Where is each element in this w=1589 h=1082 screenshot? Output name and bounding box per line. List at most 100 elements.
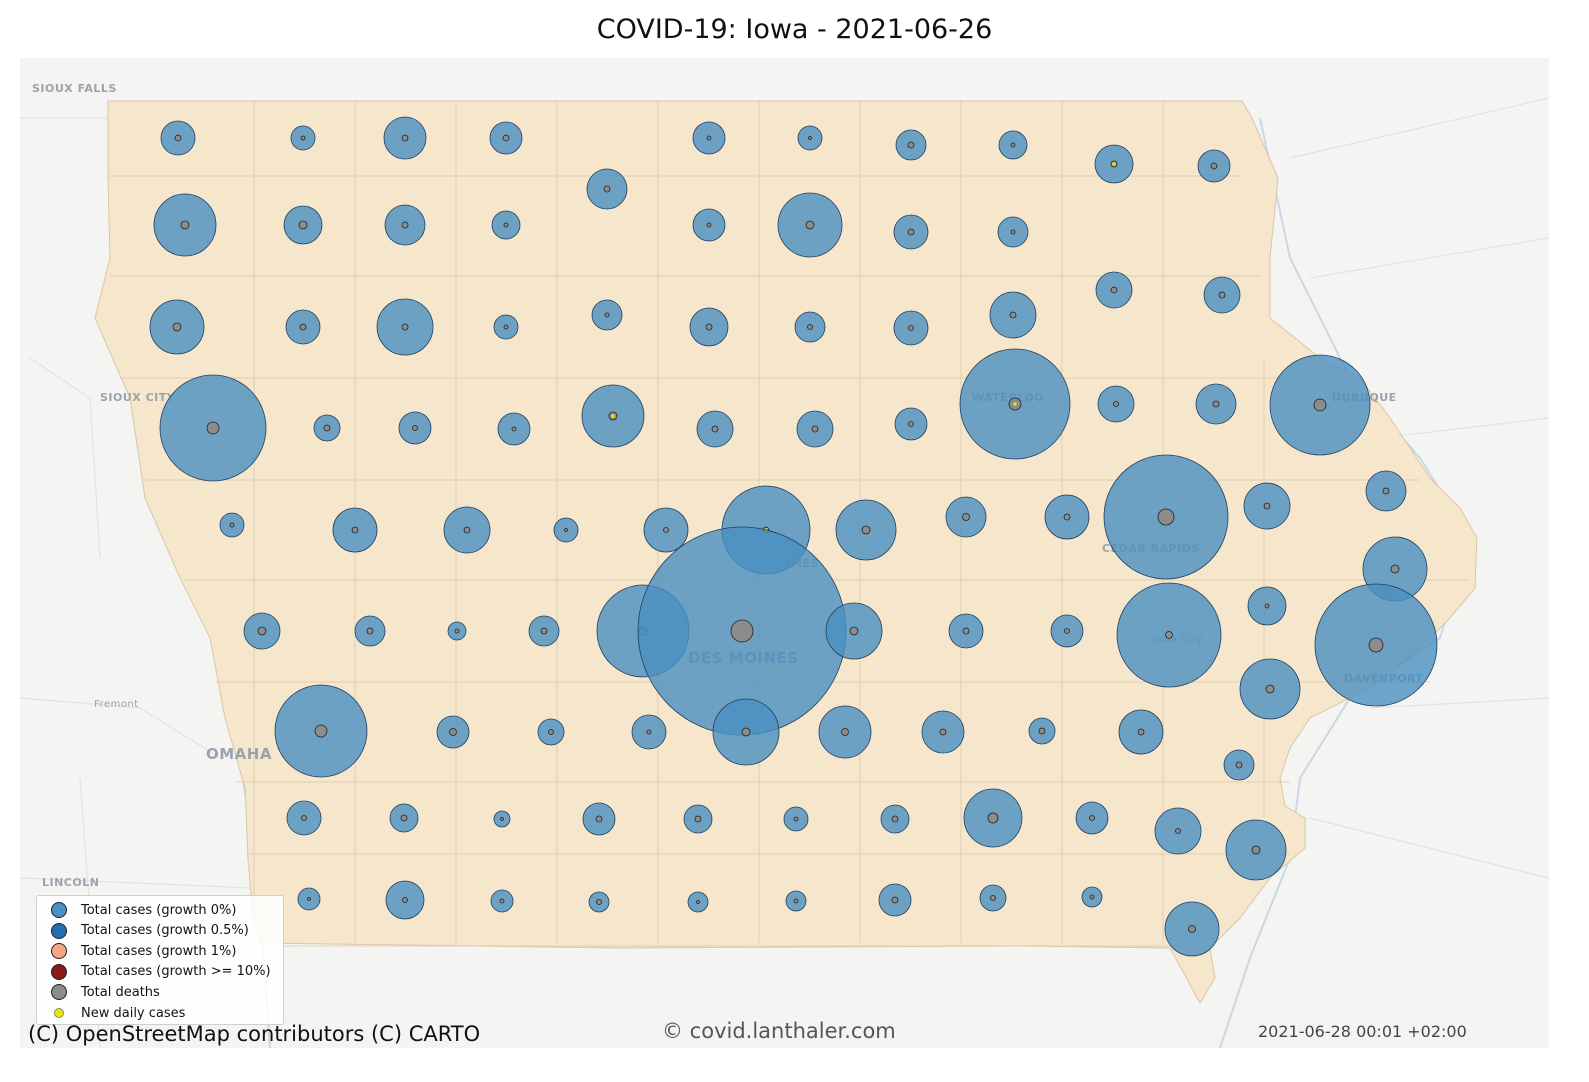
legend-item: Total cases (growth 1%)	[47, 941, 236, 961]
deaths-marker	[907, 141, 915, 149]
deaths-marker	[1038, 727, 1046, 735]
deaths-marker	[1089, 894, 1095, 900]
deaths-marker	[1165, 631, 1173, 639]
deaths-marker	[564, 528, 568, 532]
deaths-marker	[402, 897, 408, 903]
deaths-marker	[1212, 400, 1220, 408]
deaths-marker	[861, 525, 871, 535]
legend-label: New daily cases	[81, 1005, 186, 1021]
deaths-marker	[987, 812, 999, 824]
deaths-marker	[257, 626, 267, 636]
deaths-marker	[807, 324, 813, 330]
legend-item: New daily cases	[47, 1003, 185, 1023]
legend-label: Total cases (growth >= 10%)	[81, 964, 271, 980]
city-label: OMAHA	[206, 745, 272, 763]
deaths-marker	[1188, 925, 1196, 933]
deaths-marker	[401, 134, 409, 142]
deaths-marker	[323, 424, 331, 432]
deaths-marker	[1368, 637, 1384, 653]
deaths-marker	[548, 729, 554, 735]
deaths-marker	[891, 896, 899, 904]
deaths-marker	[1313, 398, 1327, 412]
deaths-marker	[1009, 311, 1017, 319]
legend-label: Total cases (growth 0%)	[81, 902, 237, 918]
legend-swatch	[51, 902, 67, 918]
deaths-marker	[301, 815, 307, 821]
legend-swatch	[51, 963, 67, 980]
deaths-marker	[805, 220, 815, 230]
deaths-marker	[741, 727, 751, 737]
deaths-marker	[841, 728, 849, 736]
deaths-marker	[663, 527, 669, 533]
deaths-marker	[1010, 229, 1016, 235]
deaths-marker	[1064, 628, 1070, 634]
deaths-marker	[174, 134, 182, 142]
deaths-marker	[1210, 162, 1218, 170]
deaths-marker	[706, 135, 712, 141]
deaths-marker	[696, 900, 700, 904]
generated-timestamp: 2021-06-28 00:01 +02:00	[1258, 1022, 1467, 1041]
deaths-marker	[730, 619, 754, 643]
deaths-marker	[1264, 603, 1270, 609]
deaths-marker	[705, 323, 713, 331]
legend-label: Total cases (growth 0.5%)	[81, 923, 249, 939]
legend-item: Total cases (growth 0.5%)	[47, 921, 249, 941]
deaths-marker	[711, 425, 719, 433]
deaths-marker	[990, 895, 996, 901]
deaths-marker	[891, 815, 899, 823]
city-label: LINCOLN	[42, 876, 99, 889]
deaths-marker	[172, 322, 182, 332]
deaths-marker	[503, 222, 509, 228]
deaths-marker	[1089, 815, 1095, 821]
deaths-marker	[1137, 728, 1145, 736]
legend-item: Total cases (growth 0%)	[47, 900, 236, 920]
legend-swatch	[51, 943, 67, 960]
deaths-marker	[299, 323, 307, 331]
map-attribution: (C) OpenStreetMap contributors (C) CARTO	[28, 1022, 481, 1046]
new-cases-marker	[1112, 162, 1116, 166]
deaths-marker	[511, 426, 517, 432]
deaths-marker	[908, 325, 914, 331]
deaths-marker	[1113, 401, 1119, 407]
deaths-marker	[604, 312, 610, 318]
deaths-marker	[1063, 513, 1071, 521]
site-watermark: © covid.lanthaler.com	[662, 1019, 896, 1043]
deaths-marker	[793, 816, 799, 822]
legend-swatch	[54, 1008, 64, 1018]
deaths-marker	[400, 814, 408, 822]
deaths-marker	[1265, 684, 1275, 694]
deaths-marker	[646, 729, 652, 735]
deaths-marker	[229, 522, 235, 528]
city-label: Fremont	[94, 699, 139, 710]
city-label: SIOUX CITY	[100, 391, 176, 404]
deaths-marker	[1382, 487, 1390, 495]
legend-label: Total cases (growth 1%)	[81, 943, 237, 959]
deaths-marker	[1235, 761, 1243, 769]
deaths-marker	[596, 899, 602, 905]
deaths-marker	[1251, 845, 1261, 855]
deaths-marker	[300, 135, 306, 141]
deaths-marker	[307, 897, 311, 901]
deaths-marker	[1010, 142, 1016, 148]
map-title: COVID-19: Iowa - 2021-06-26	[596, 14, 993, 45]
deaths-marker	[1110, 286, 1118, 294]
deaths-marker	[595, 815, 603, 823]
legend-swatch	[51, 984, 67, 1001]
deaths-marker	[907, 228, 915, 236]
deaths-marker	[1218, 291, 1226, 299]
deaths-marker	[503, 324, 509, 330]
legend-swatch	[51, 922, 67, 939]
deaths-marker	[849, 626, 859, 636]
new-cases-marker	[611, 414, 615, 418]
deaths-marker	[412, 425, 418, 431]
deaths-marker	[502, 134, 510, 142]
deaths-marker	[1175, 828, 1181, 834]
map-legend: Total cases (growth 0%) Total cases (grow…	[36, 895, 284, 1025]
deaths-marker	[706, 222, 712, 228]
deaths-marker	[808, 136, 812, 140]
deaths-marker	[180, 220, 190, 230]
deaths-marker	[540, 627, 548, 635]
deaths-marker	[962, 513, 970, 521]
deaths-marker	[449, 728, 457, 736]
county-bubbles	[149, 116, 1438, 957]
